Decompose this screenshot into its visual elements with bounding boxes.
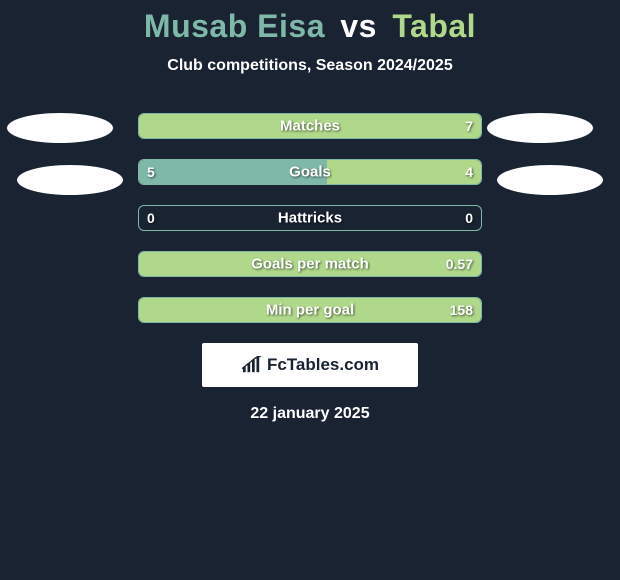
stat-value-right: 4 [465,164,473,180]
player1-name: Musab Eisa [144,8,325,44]
stat-label: Min per goal [139,302,481,319]
logo-box: FcTables.com [202,343,418,387]
player2-avatar-bottom [497,165,603,195]
player1-avatar-top [7,113,113,143]
stat-label: Goals [139,164,481,181]
stat-value-right: 7 [465,118,473,134]
comparison-area: Matches7 5Goals4 0Hattricks0 Goals per matc… [0,113,620,423]
stat-label: Matches [139,118,481,135]
player2-avatar-top [487,113,593,143]
page-title: Musab Eisa vs Tabal [0,8,620,45]
stat-row: Matches7 [138,113,482,139]
stat-row: 5Goals4 [138,159,482,185]
vs-text: vs [340,8,377,44]
stat-value-right: 0 [465,210,473,226]
stat-value-right: 158 [450,302,473,318]
subtitle: Club competitions, Season 2024/2025 [0,57,620,75]
stat-row: 0Hattricks0 [138,205,482,231]
stat-row: Goals per match0.57 [138,251,482,277]
stat-label: Goals per match [139,256,481,273]
stat-row: Min per goal158 [138,297,482,323]
stats-table: Matches7 5Goals4 0Hattricks0 Goals per matc… [138,113,482,323]
stat-label: Hattricks [139,210,481,227]
date-text: 22 january 2025 [0,405,620,423]
player2-name: Tabal [392,8,476,44]
logo-text: FcTables.com [267,355,379,375]
player1-avatar-bottom [17,165,123,195]
bar-chart-icon [241,356,263,374]
stat-value-right: 0.57 [446,256,473,272]
